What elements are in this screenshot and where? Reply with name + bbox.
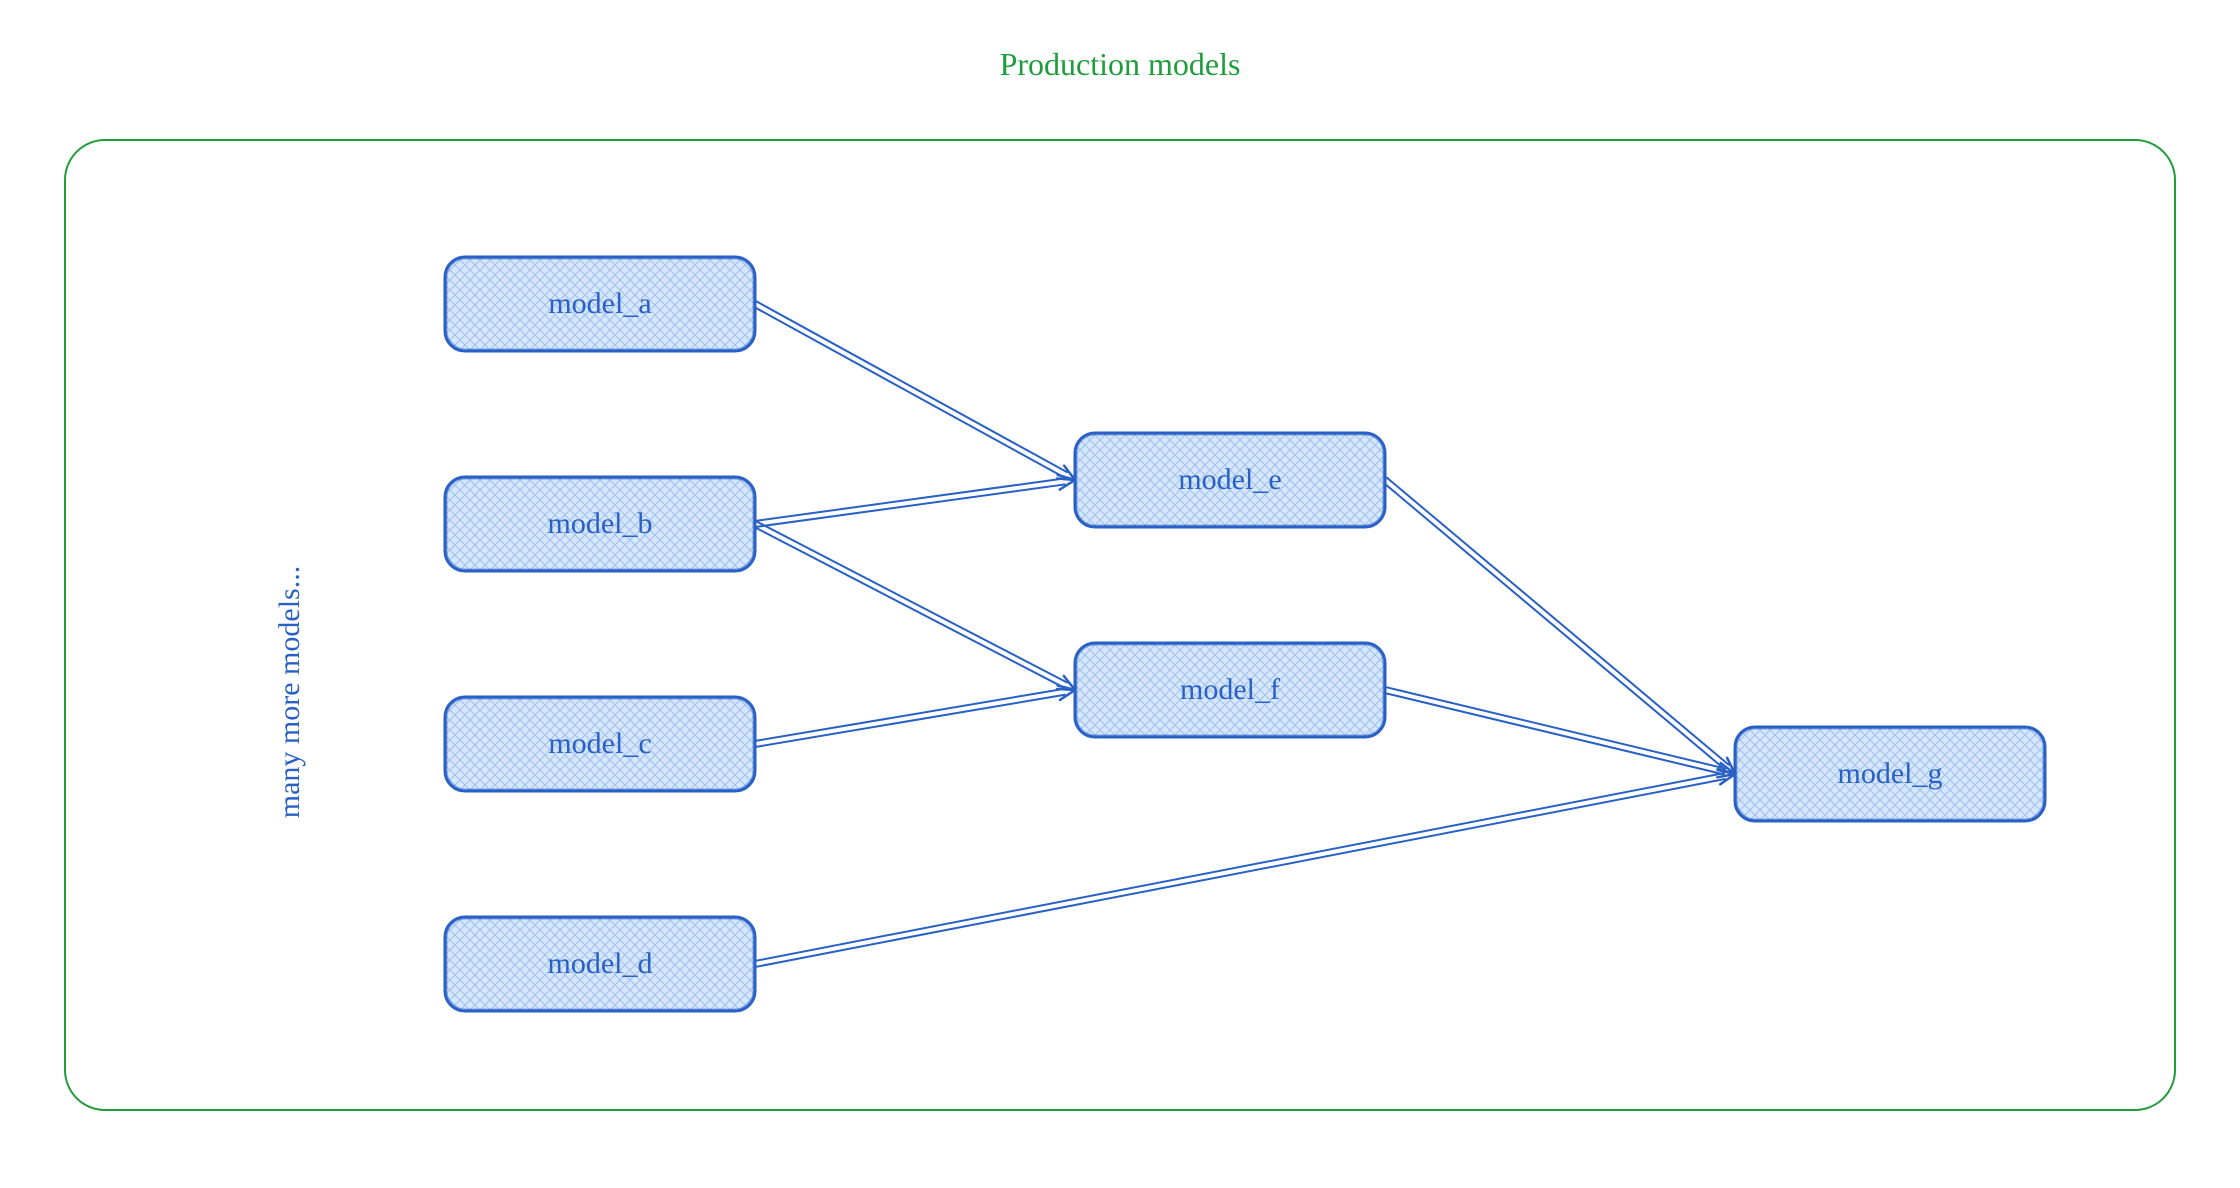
diagram-stage: Production models many more models... mo… — [0, 0, 2240, 1188]
container-layer — [65, 140, 2175, 1110]
edge-b-f — [754, 521, 1075, 690]
node-label-e: model_e — [1178, 463, 1281, 497]
node-label-c: model_c — [548, 727, 651, 761]
node-label-b: model_b — [548, 507, 653, 541]
edge-layer — [754, 301, 1735, 967]
edge-f-g — [1384, 687, 1735, 777]
edge-a-e — [754, 301, 1075, 480]
node-label-d: model_d — [548, 947, 653, 981]
side-label: many more models... — [273, 492, 307, 892]
node-label-a: model_a — [548, 287, 651, 321]
edge-d-g — [754, 770, 1735, 967]
node-label-f: model_f — [1180, 673, 1280, 707]
edge-c-f — [755, 685, 1075, 746]
diagram-canvas — [0, 0, 2240, 1188]
diagram-title: Production models — [920, 46, 1320, 83]
node-layer — [445, 257, 2045, 1011]
edge-b-e — [755, 475, 1075, 527]
node-label-g: model_g — [1838, 757, 1943, 791]
